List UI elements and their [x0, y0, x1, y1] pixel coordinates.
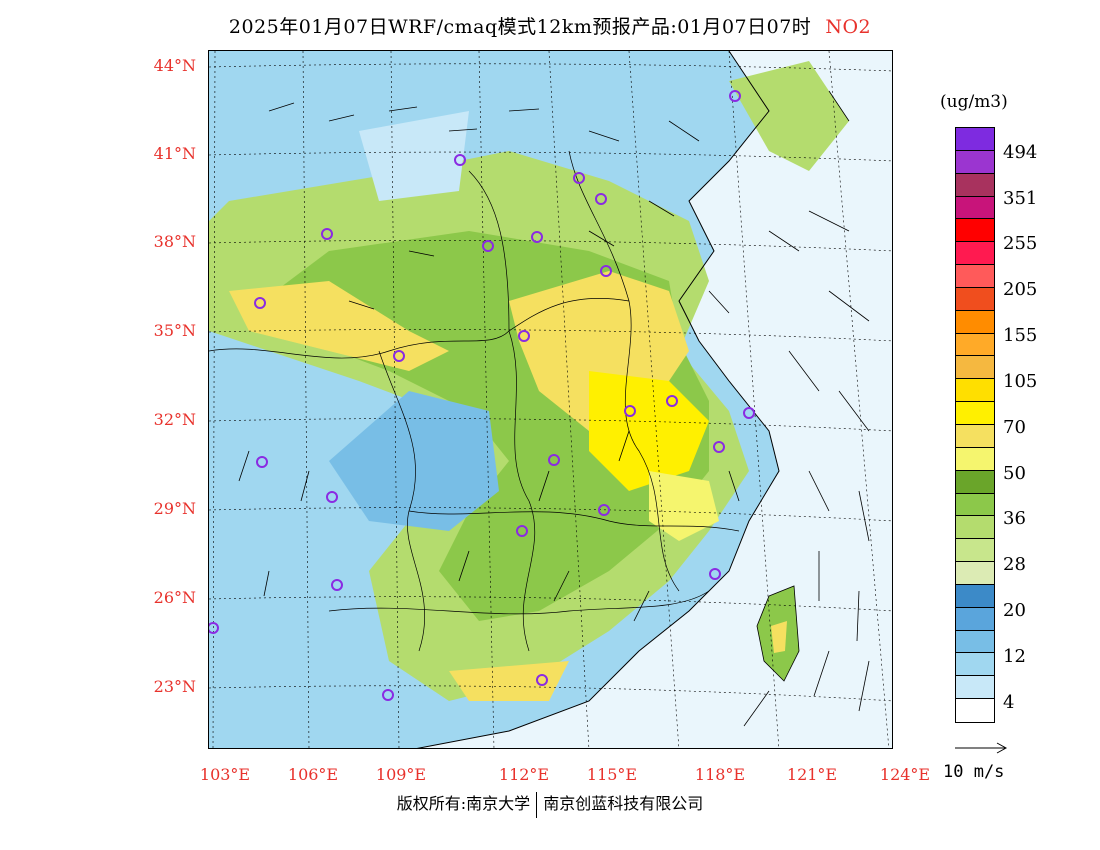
- colorbar-cell: [956, 333, 994, 357]
- lat-label-29: 29°N: [153, 499, 196, 518]
- colorbar-label-20: 20: [1003, 600, 1026, 621]
- title-text: 2025年01月07日WRF/cmaq模式12km预报产品:01月07日07时: [228, 16, 812, 38]
- yellow-region-south: [449, 661, 569, 701]
- copyright-left: 版权所有:南京大学: [396, 794, 531, 813]
- lat-label-41: 41°N: [153, 144, 196, 163]
- colorbar-cell: [956, 242, 994, 266]
- map-panel[interactable]: [208, 50, 893, 749]
- colorbar-label-105: 105: [1003, 371, 1038, 392]
- colorbar-label-155: 155: [1003, 325, 1038, 346]
- colorbar-cell: [956, 379, 994, 403]
- blue-north-west: [359, 111, 469, 201]
- lat-label-26: 26°N: [153, 588, 196, 607]
- lon-label-103: 103°E: [199, 765, 251, 784]
- coastline: [416, 51, 780, 748]
- colorbar-cell: [956, 676, 994, 700]
- colorbar-unit: (ug/m3): [940, 92, 1008, 112]
- colorbar-cell: [956, 196, 994, 220]
- copyright-right: 南京创蓝科技有限公司: [543, 794, 704, 813]
- colorbar-label-494: 494: [1003, 142, 1038, 163]
- colorbar-cell: [956, 356, 994, 380]
- colorbar-cell: [956, 562, 994, 585]
- lon-label-112: 112°E: [498, 765, 550, 784]
- pollutant-label: NO2: [825, 16, 872, 38]
- blue-sichuan-basin: [329, 391, 499, 531]
- lat-label-35: 35°N: [153, 321, 196, 340]
- colorbar-label-28: 28: [1003, 554, 1026, 575]
- concentration-map: [209, 51, 892, 748]
- lat-label-23: 23°N: [153, 677, 196, 696]
- lon-label-115: 115°E: [586, 765, 638, 784]
- lat-label-44: 44°N: [153, 56, 196, 75]
- lon-label-121: 121°E: [786, 765, 838, 784]
- copyright-footer: 版权所有:南京大学 南京创蓝科技有限公司: [340, 790, 760, 818]
- lon-label-124: 124°E: [879, 765, 931, 784]
- province-borders: [209, 150, 740, 652]
- colorbar-cell: [956, 150, 994, 174]
- colorbar-cell: [956, 653, 994, 677]
- yellow-region-east: [649, 471, 719, 541]
- city-markers: [209, 90, 755, 701]
- green-northeast: [729, 61, 849, 171]
- colorbar-cell: [956, 516, 994, 540]
- colorbar-label-351: 351: [1003, 188, 1038, 209]
- colorbar-cell: [956, 470, 994, 494]
- colorbar: [955, 127, 995, 723]
- lon-label-118: 118°E: [694, 765, 746, 784]
- graticule: [209, 51, 892, 748]
- colorbar-label-36: 36: [1003, 508, 1026, 529]
- lon-label-109: 109°E: [375, 765, 427, 784]
- colorbar-cell: [956, 128, 994, 151]
- colorbar-cell: [956, 584, 994, 608]
- colorbar-cell: [956, 310, 994, 334]
- wind-reference-label: 10 m/s: [943, 762, 1005, 782]
- colorbar-cell: [956, 630, 994, 654]
- colorbar-cell: [956, 173, 994, 197]
- copyright-separator: [536, 791, 538, 818]
- colorbar-cell: [956, 402, 994, 425]
- colorbar-label-12: 12: [1003, 646, 1026, 667]
- lat-label-32: 32°N: [153, 410, 196, 429]
- lon-label-106: 106°E: [287, 765, 339, 784]
- colorbar-cell: [956, 607, 994, 631]
- colorbar-cell: [956, 447, 994, 471]
- colorbar-cell: [956, 493, 994, 517]
- taiwan-yellow: [771, 621, 787, 653]
- colorbar-cell: [956, 265, 994, 288]
- yellow-band-west: [229, 281, 449, 371]
- colorbar-label-50: 50: [1003, 463, 1026, 484]
- colorbar-cell: [956, 539, 994, 563]
- colorbar-label-255: 255: [1003, 233, 1038, 254]
- colorbar-cell: [956, 287, 994, 311]
- colorbar-cell: [956, 699, 994, 722]
- wind-reference-arrow: [955, 742, 1008, 754]
- colorbar-cell: [956, 424, 994, 448]
- map-title: 2025年01月07日WRF/cmaq模式12km预报产品:01月07日07时 N…: [0, 12, 1100, 39]
- colorbar-cell: [956, 219, 994, 243]
- wind-vectors: [238, 90, 870, 727]
- lat-label-38: 38°N: [153, 232, 196, 251]
- colorbar-label-205: 205: [1003, 279, 1038, 300]
- colorbar-label-4: 4: [1003, 692, 1015, 713]
- colorbar-label-70: 70: [1003, 417, 1026, 438]
